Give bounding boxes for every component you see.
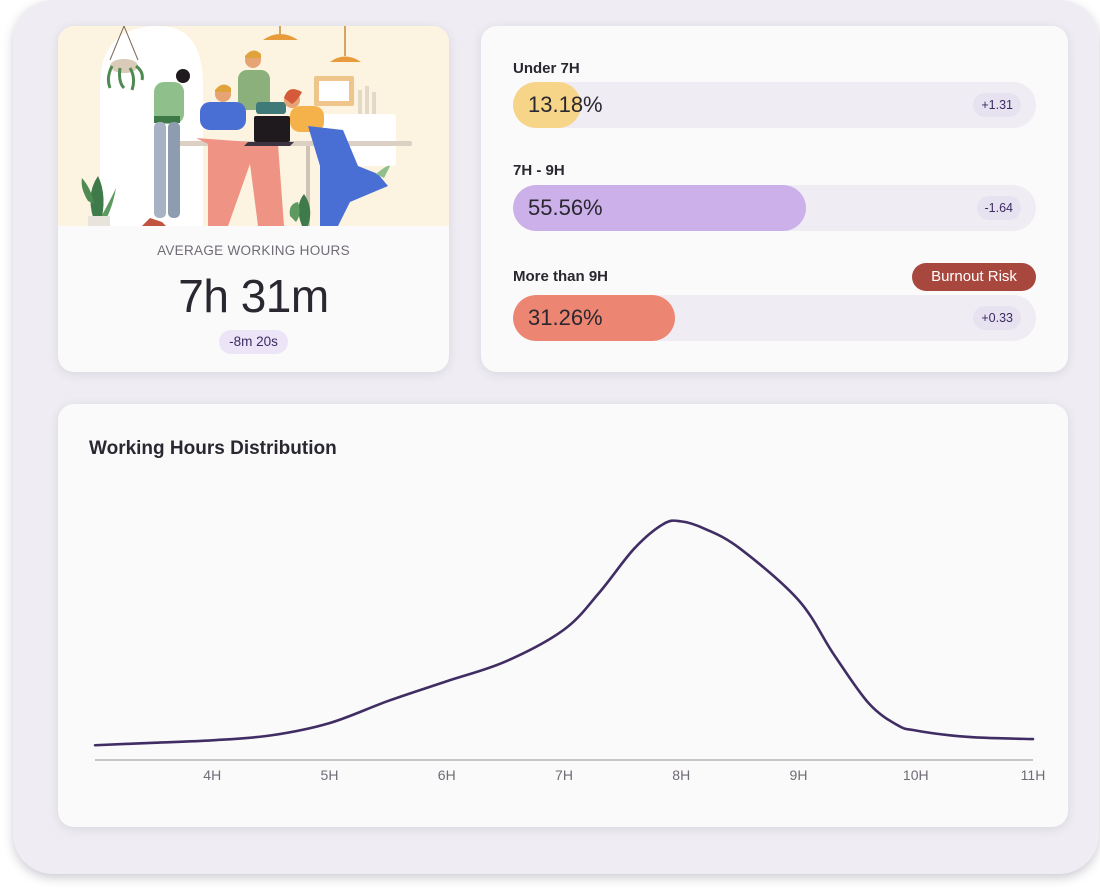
- x-tick-label: 7H: [555, 767, 573, 783]
- bucket-bar-fill: [513, 185, 806, 231]
- distribution-chart-card: 4H 5H 6H 7H 8H 9H 10H 11H Working Hours Distrib…: [58, 404, 1068, 827]
- bucket-label-more-than-9h: More than 9H: [513, 268, 609, 285]
- bucket-bar-fill: [513, 295, 676, 341]
- bucket-percent: 13.18%: [528, 92, 603, 117]
- bucket-delta-badge: +1.31: [973, 93, 1021, 117]
- x-tick-label: 11H: [1021, 767, 1046, 783]
- bucket-bar-more-than-9h: 31.26% +0.33: [513, 295, 1036, 341]
- average-hours-label: AVERAGE WORKING HOURS: [157, 243, 350, 258]
- bucket-bar-fill: [513, 82, 581, 128]
- average-hours-delta-badge: -8m 20s: [219, 330, 288, 354]
- x-tick-label: 9H: [790, 767, 808, 783]
- bucket-percent: 55.56%: [528, 195, 603, 220]
- distribution-chart: 4H 5H 6H 7H 8H 9H 10H 11H: [93, 519, 1046, 783]
- average-hours-card: AVERAGE WORKING HOURS 7h 31m -8m 20s: [58, 26, 449, 372]
- bucket-bar-under-7h: 13.18% +1.31: [513, 82, 1036, 128]
- bucket-label-7h-9h: 7H - 9H: [513, 162, 565, 179]
- burnout-risk-badge: Burnout Risk: [912, 263, 1036, 291]
- distribution-curve-0: [93, 519, 1035, 747]
- x-tick-label: 8H: [672, 767, 690, 783]
- hours-buckets-card: Under 7H 13.18% +1.31 7H - 9H 55.56% -1.…: [481, 26, 1068, 372]
- x-tick-label: 5H: [321, 767, 339, 783]
- bucket-label-under-7h: Under 7H: [513, 60, 580, 77]
- chart-title: Working Hours Distribution: [89, 438, 337, 459]
- team-illustration: [58, 26, 449, 226]
- bucket-bar-7h-9h: 55.56% -1.64: [513, 185, 1036, 231]
- x-tick-label: 4H: [203, 767, 221, 783]
- average-hours-value: 7h 31m: [178, 270, 329, 322]
- bucket-percent: 31.26%: [528, 305, 603, 330]
- x-tick-label: 6H: [438, 767, 456, 783]
- bucket-delta-badge: -1.64: [976, 196, 1021, 220]
- bucket-delta-badge: +0.33: [973, 306, 1021, 330]
- x-tick-label: 10H: [903, 767, 929, 783]
